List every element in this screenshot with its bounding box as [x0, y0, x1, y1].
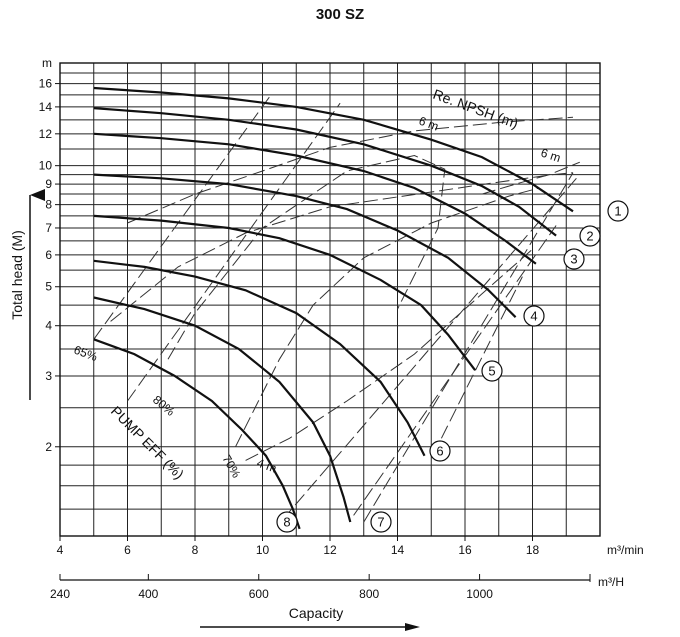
y-tick-label: 2: [45, 440, 52, 454]
curve-number-4: 4: [530, 309, 537, 324]
curve-number-7: 7: [377, 515, 384, 530]
x2-unit-label: m³/H: [598, 575, 624, 589]
efficiency-label-70: 70%: [219, 453, 243, 481]
curve-marker-6: [429, 440, 451, 462]
head-curve-7: [93, 296, 352, 523]
x-tick-label: 18: [526, 543, 540, 557]
x2-tick-label: 400: [138, 587, 158, 601]
head-curve-4: [93, 173, 517, 318]
dashed-guide-line: [363, 172, 574, 523]
efficiency-curve: [110, 172, 574, 322]
head-curve-1: [93, 86, 574, 213]
dashed-guide-line: [93, 96, 270, 340]
curve-marker-3: [563, 248, 585, 270]
head-curve-3: [93, 132, 537, 265]
efficiency-curve: [235, 187, 540, 448]
grid: [59, 62, 601, 537]
curve-marker-4: [523, 305, 545, 327]
curve-marker-5: [481, 360, 503, 382]
npsh-label-6m-right: 6 m: [539, 146, 562, 165]
curve-number-1: 1: [614, 204, 621, 219]
curve-marker-7: [370, 511, 392, 533]
x2-tick-label: 240: [50, 587, 70, 601]
curve-number-8: 8: [283, 515, 290, 530]
pump-eff-label: PUMP EFF (%): [108, 403, 187, 482]
npsh-curve: [481, 161, 580, 195]
x2-axis-title: Capacity: [289, 605, 343, 621]
dashed-guide-line: [440, 276, 523, 439]
x2-tick-label: 1000: [466, 587, 493, 601]
capacity-arrow-head: [405, 623, 420, 631]
y-tick-label: 16: [39, 77, 53, 91]
efficiency-label-80: 80%: [150, 393, 178, 419]
head-curve-2: [93, 107, 557, 237]
curve-number-3: 3: [570, 252, 577, 267]
x-tick-label: 8: [192, 543, 199, 557]
x-unit-label: m³/min: [607, 543, 644, 557]
y-tick-label: 8: [45, 198, 52, 212]
efficiency-label-65: 65%: [72, 343, 100, 364]
y-tick-label: 5: [45, 280, 52, 294]
x2-tick-label: 600: [249, 587, 269, 601]
x2-tick-label: 800: [359, 587, 379, 601]
x-tick-label: 4: [57, 543, 64, 557]
x-tick-label: 16: [458, 543, 472, 557]
y-tick-label: 12: [39, 127, 53, 141]
dashed-lines: [93, 96, 577, 523]
npsh-label-6m-upper: 6 m: [417, 114, 441, 134]
y-unit-label: m: [42, 56, 52, 70]
npsh-curve: [245, 248, 533, 461]
head-curve-8: [93, 338, 301, 530]
y-tick-label: 10: [39, 159, 53, 173]
y-tick-label: 14: [39, 100, 53, 114]
axes: 4 6 8 10 12 14 16 18 m³/min2345678910121416mTota…: [9, 56, 644, 631]
curve-number-2: 2: [586, 229, 593, 244]
x-tick-label: 12: [323, 543, 337, 557]
x-tick-label: 10: [256, 543, 270, 557]
curve-marker-2: [579, 225, 601, 247]
head-curves: [93, 86, 574, 530]
chart-title: 300 SZ: [315, 6, 365, 23]
curve-number-6: 6: [436, 444, 443, 459]
x-tick-label: 6: [124, 543, 131, 557]
curve-number-5: 5: [488, 364, 495, 379]
x-tick-label: 14: [391, 543, 405, 557]
curve-marker-1: [607, 200, 629, 222]
head-curve-5: [93, 214, 476, 371]
curve-marker-8: [276, 511, 298, 533]
head-curve-6: [93, 259, 426, 457]
npsh-label-4m: 4 m: [255, 456, 279, 476]
y-tick-label: 9: [45, 177, 52, 191]
npsh-curves: [127, 116, 580, 461]
npsh-curve: [127, 116, 574, 224]
y-tick-label: 3: [45, 369, 52, 383]
efficiency-curve: [167, 154, 446, 360]
y-tick-label: 4: [45, 319, 52, 333]
dashed-guide-line: [127, 102, 341, 402]
y-axis-title: Total head (M): [9, 230, 25, 319]
y-tick-label: 7: [45, 221, 52, 235]
y-tick-label: 6: [45, 248, 52, 262]
